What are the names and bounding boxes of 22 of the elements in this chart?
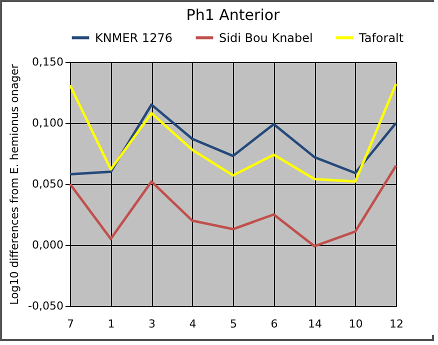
line-series	[68, 164, 398, 248]
line-series	[68, 103, 398, 176]
legend-label: KNMER 1276	[95, 30, 172, 45]
x-tick-label: 6	[270, 318, 278, 330]
y-axis-title: Log10 differences from E. hemionus onager	[8, 64, 22, 305]
x-tick-label: 1	[108, 318, 115, 330]
chart-title: Ph1 Anterior	[186, 6, 281, 24]
x-tick-label: 12	[390, 318, 404, 330]
legend-label: Taforalt	[358, 30, 404, 45]
x-tick-label: 10	[348, 318, 363, 330]
x-tick-label: 4	[189, 318, 196, 330]
x-tick-label: 3	[148, 318, 156, 330]
y-tick-label: -0,050	[28, 300, 64, 312]
line-series	[68, 82, 398, 183]
y-tick-label: 0,150	[32, 56, 64, 68]
x-tick-label: 14	[308, 318, 322, 330]
y-tick-label: 0,000	[32, 238, 64, 252]
y-tick-label: 0,050	[32, 178, 64, 190]
x-tick-label: 5	[230, 318, 237, 330]
y-tick-label: 0,100	[32, 116, 64, 130]
x-tick-label: 7	[67, 318, 74, 330]
legend-label: Sidi Bou Knabel	[219, 30, 313, 45]
